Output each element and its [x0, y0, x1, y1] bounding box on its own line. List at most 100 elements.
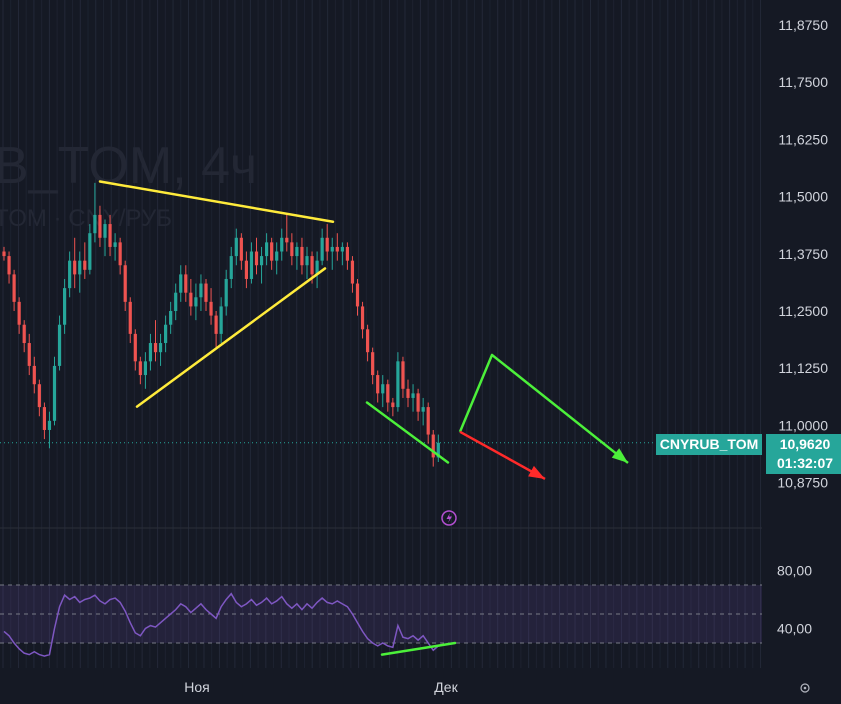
candle[interactable] [219, 297, 223, 344]
candle[interactable] [280, 228, 284, 261]
candle[interactable] [285, 214, 289, 252]
candle[interactable] [12, 269, 16, 311]
candle[interactable] [350, 256, 355, 293]
time-axis[interactable]: Ноя Дек [184, 679, 458, 695]
candle[interactable] [103, 219, 107, 257]
candle[interactable] [32, 356, 36, 394]
candle[interactable] [78, 251, 82, 293]
candle[interactable] [406, 379, 410, 408]
price-axis[interactable]: 11,8750 11,7500 11,6250 11,5000 11,3750 11,25… [777, 17, 828, 637]
candle[interactable] [143, 352, 147, 389]
candle[interactable] [396, 352, 400, 412]
candle[interactable] [73, 237, 77, 289]
candle[interactable] [249, 242, 254, 284]
candle[interactable] [93, 182, 97, 243]
candle[interactable] [214, 311, 218, 348]
candle[interactable] [63, 278, 67, 334]
candle[interactable] [254, 237, 259, 275]
candle[interactable] [169, 301, 173, 334]
candle[interactable] [290, 233, 294, 266]
candle[interactable] [366, 324, 370, 362]
rsi-line[interactable] [3, 592, 439, 657]
rsi-divergence-line[interactable] [380, 641, 457, 656]
candle[interactable] [88, 224, 92, 275]
candle[interactable] [83, 242, 87, 279]
candle[interactable] [270, 237, 274, 270]
candle[interactable] [244, 251, 248, 289]
red-arrow[interactable] [459, 430, 546, 481]
candle[interactable] [436, 434, 440, 463]
candle[interactable] [411, 384, 415, 412]
candle[interactable] [52, 356, 57, 426]
candle[interactable] [128, 297, 132, 344]
candle[interactable] [224, 269, 228, 316]
timeframe-icon[interactable] [441, 510, 457, 526]
candle[interactable] [68, 251, 72, 298]
candle[interactable] [123, 260, 127, 311]
candle[interactable] [371, 347, 375, 385]
candle[interactable] [386, 379, 390, 412]
candle[interactable] [179, 265, 183, 302]
candle[interactable] [47, 411, 52, 449]
candle[interactable] [259, 246, 264, 284]
candle[interactable] [158, 333, 163, 366]
candle[interactable] [153, 320, 158, 362]
candle[interactable] [2, 246, 6, 261]
candle[interactable] [57, 315, 62, 371]
candle[interactable] [42, 402, 46, 440]
candle[interactable] [275, 242, 279, 275]
candle[interactable] [209, 288, 213, 325]
candle[interactable] [355, 278, 360, 316]
candle[interactable] [345, 242, 349, 270]
candle[interactable] [118, 237, 122, 275]
candle[interactable] [239, 233, 243, 270]
candle[interactable] [234, 228, 238, 266]
candle[interactable] [391, 397, 395, 417]
candle[interactable] [17, 297, 21, 334]
candle[interactable] [320, 228, 324, 266]
candle[interactable] [421, 397, 425, 426]
settings-icon[interactable] [800, 683, 810, 693]
candle[interactable] [199, 274, 203, 311]
lightning-icon[interactable] [441, 510, 457, 526]
candle[interactable] [381, 375, 385, 408]
drawings[interactable] [98, 180, 629, 481]
candle[interactable] [265, 233, 269, 266]
candle[interactable] [295, 242, 299, 270]
candle[interactable] [360, 301, 365, 339]
candles[interactable] [2, 182, 440, 467]
candle[interactable] [113, 233, 117, 261]
candle[interactable] [174, 283, 178, 321]
yellow-trendline[interactable] [135, 267, 327, 408]
candle[interactable] [148, 333, 153, 371]
candle[interactable] [315, 251, 319, 289]
candle[interactable] [204, 278, 208, 311]
candle[interactable] [108, 214, 112, 257]
candle[interactable] [189, 278, 193, 316]
candle[interactable] [138, 356, 142, 385]
candle[interactable] [194, 283, 198, 321]
candle[interactable] [335, 233, 339, 261]
candle[interactable] [325, 224, 329, 261]
candle[interactable] [340, 242, 344, 266]
candle[interactable] [22, 320, 26, 353]
candle[interactable] [98, 205, 102, 247]
green-trendline[interactable] [365, 401, 450, 464]
green-path-arrow[interactable] [458, 353, 629, 464]
candle[interactable] [184, 265, 188, 302]
candle[interactable] [300, 237, 304, 275]
candle[interactable] [305, 246, 309, 279]
candle[interactable] [133, 329, 137, 371]
candle[interactable] [426, 402, 430, 444]
candle[interactable] [164, 315, 168, 353]
candle[interactable] [27, 333, 31, 376]
candle[interactable] [330, 237, 334, 270]
candle[interactable] [37, 379, 41, 417]
yellow-trendline[interactable] [98, 180, 335, 224]
candle[interactable] [416, 388, 420, 421]
candle[interactable] [431, 429, 435, 467]
candle[interactable] [7, 251, 11, 284]
candle[interactable] [229, 246, 233, 289]
candle[interactable] [376, 370, 380, 403]
